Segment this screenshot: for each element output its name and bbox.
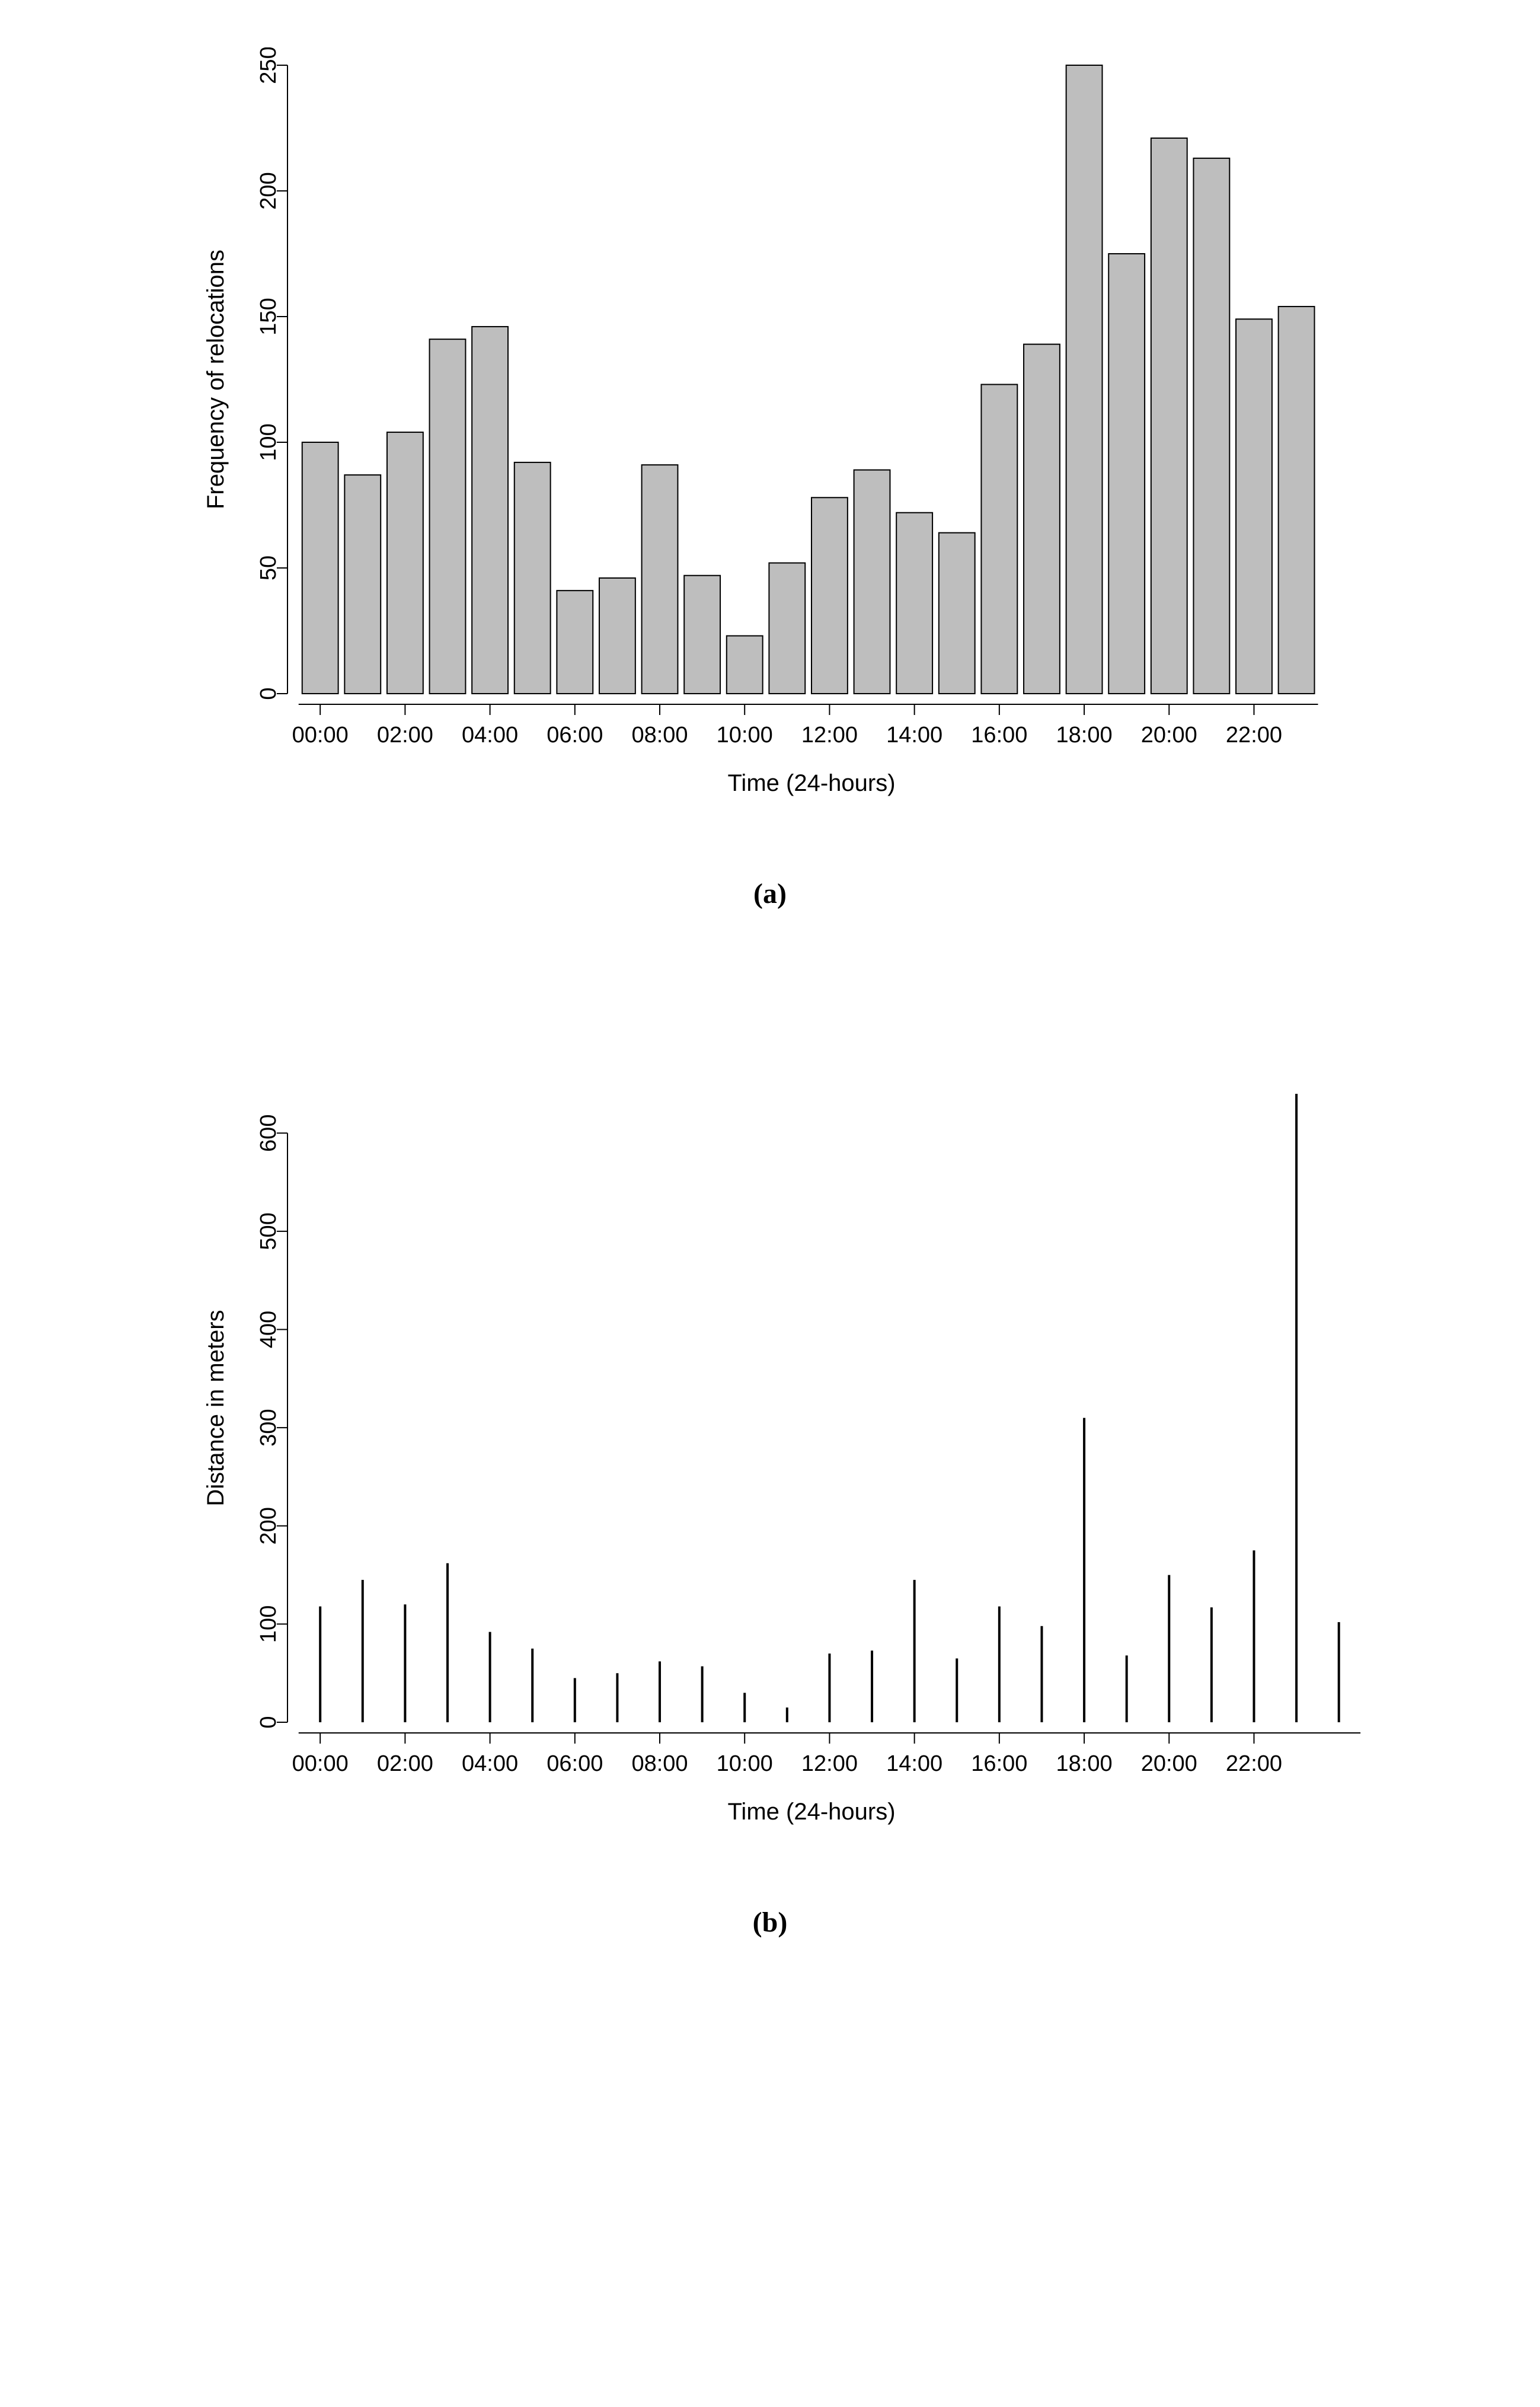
svg-text:0: 0	[256, 1716, 281, 1728]
svg-text:06:00: 06:00	[547, 1751, 603, 1776]
panel-a: 00:00 02:00 04:00 06:00 08:00 10:00 12:00 14:00…	[177, 47, 1363, 910]
chart-b: 00:00 02:00 04:00 06:00 08:00 10:00 12:00 14:00…	[177, 1076, 1363, 1841]
svg-text:500: 500	[256, 1212, 281, 1250]
svg-text:18:00: 18:00	[1056, 723, 1113, 748]
svg-text:04:00: 04:00	[462, 1751, 518, 1776]
subcaption-b: (b)	[753, 1906, 788, 1939]
svg-text:250: 250	[256, 47, 281, 84]
svg-text:00:00: 00:00	[292, 1751, 349, 1776]
svg-text:02:00: 02:00	[377, 1751, 433, 1776]
svg-text:14:00: 14:00	[886, 1751, 942, 1776]
svg-text:18:00: 18:00	[1056, 1751, 1113, 1776]
svg-text:Time (24-hours): Time (24-hours)	[727, 1799, 895, 1825]
svg-text:22:00: 22:00	[1226, 1751, 1282, 1776]
svg-text:00:00: 00:00	[292, 723, 349, 748]
svg-text:400: 400	[256, 1311, 281, 1348]
svg-text:Time (24-hours): Time (24-hours)	[727, 770, 895, 796]
svg-text:150: 150	[256, 298, 281, 335]
svg-text:16:00: 16:00	[971, 723, 1027, 748]
svg-text:300: 300	[256, 1409, 281, 1446]
panel-b: 00:00 02:00 04:00 06:00 08:00 10:00 12:00 14:00…	[177, 1076, 1363, 1939]
svg-text:14:00: 14:00	[886, 723, 942, 748]
svg-text:12:00: 12:00	[801, 723, 858, 748]
svg-text:10:00: 10:00	[717, 1751, 773, 1776]
svg-text:22:00: 22:00	[1226, 723, 1282, 748]
svg-text:08:00: 08:00	[631, 723, 688, 748]
svg-text:06:00: 06:00	[547, 723, 603, 748]
svg-text:20:00: 20:00	[1141, 723, 1197, 748]
svg-text:02:00: 02:00	[377, 723, 433, 748]
svg-text:200: 200	[256, 1507, 281, 1544]
chart-a: 00:00 02:00 04:00 06:00 08:00 10:00 12:00 14:00…	[177, 47, 1363, 812]
svg-text:16:00: 16:00	[971, 1751, 1027, 1776]
svg-text:100: 100	[256, 1605, 281, 1643]
svg-text:200: 200	[256, 172, 281, 209]
svg-text:10:00: 10:00	[717, 723, 773, 748]
svg-text:600: 600	[256, 1115, 281, 1152]
svg-text:20:00: 20:00	[1141, 1751, 1197, 1776]
svg-text:04:00: 04:00	[462, 723, 518, 748]
svg-text:Distance in meters: Distance in meters	[203, 1310, 229, 1506]
page: 00:00 02:00 04:00 06:00 08:00 10:00 12:00 14:00…	[0, 0, 1540, 2010]
svg-text:08:00: 08:00	[631, 1751, 688, 1776]
svg-text:Frequency of relocations: Frequency of relocations	[203, 250, 229, 509]
subcaption-a: (a)	[753, 877, 787, 910]
svg-text:50: 50	[256, 556, 281, 580]
svg-text:0: 0	[256, 687, 281, 700]
svg-text:12:00: 12:00	[801, 1751, 858, 1776]
svg-text:100: 100	[256, 423, 281, 461]
